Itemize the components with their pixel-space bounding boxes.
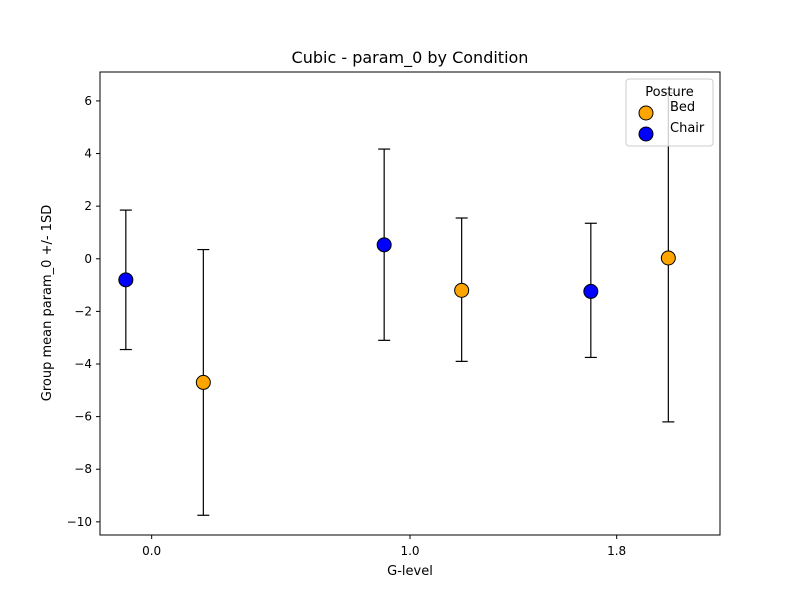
y-tick-label: 2 [84, 199, 92, 213]
axes-frame [99, 71, 721, 536]
data-point-bed [660, 250, 676, 266]
y-tick-label: −6 [74, 410, 92, 424]
data-point-chair [118, 272, 134, 288]
x-tick-label: 0.0 [142, 544, 161, 558]
y-tick-label: −2 [74, 304, 92, 318]
legend-title: Posture [645, 85, 694, 100]
y-tick-label: −8 [74, 462, 92, 476]
data-point-chair [376, 237, 392, 253]
legend-label-bed: Bed [670, 100, 695, 115]
legend-marker-bed [638, 105, 654, 121]
legend-marker-chair [638, 126, 654, 142]
x-tick-label: 1.0 [400, 544, 419, 558]
x-axis-label: G-level [387, 564, 433, 579]
data-point-chair [583, 283, 599, 299]
y-tick-label: 0 [84, 252, 92, 266]
data-point-bed [454, 282, 470, 298]
y-axis-label: Group mean param_0 +/- 1SD [40, 205, 55, 401]
y-axis: −10 −8 −6 −4 −2 0 2 4 6 [67, 94, 100, 529]
y-tick-label: −4 [74, 357, 92, 371]
y-tick-label: −10 [67, 515, 92, 529]
y-tick-label: 4 [84, 147, 92, 161]
y-tick-label: 6 [84, 94, 92, 108]
chart-title: Cubic - param_0 by Condition [292, 48, 529, 68]
data-point-bed [195, 374, 211, 390]
x-tick-label: 1.8 [607, 544, 626, 558]
x-axis: 0.0 1.0 1.8 [142, 535, 626, 558]
legend-label-chair: Chair [670, 121, 705, 136]
plot-area [118, 92, 676, 516]
